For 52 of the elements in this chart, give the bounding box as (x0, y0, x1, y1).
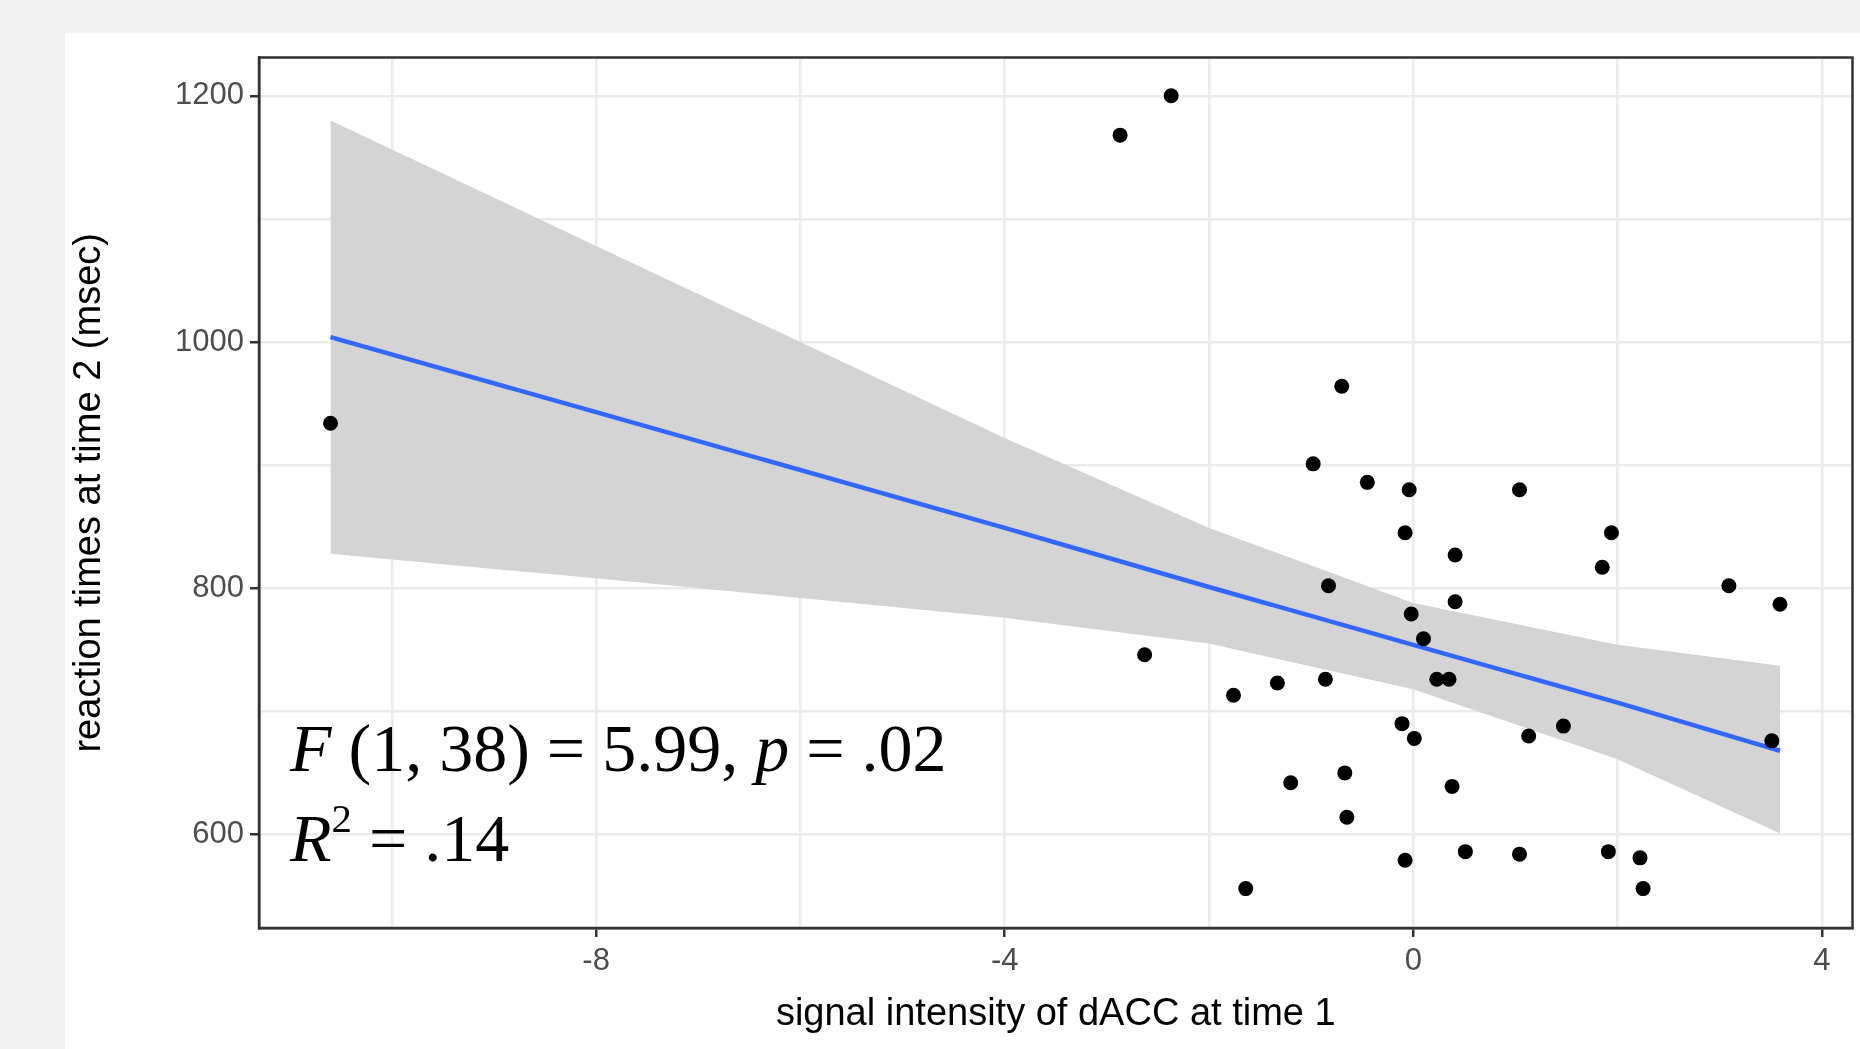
point (1764, 733, 1780, 749)
point (1415, 631, 1431, 647)
annotation: F (1, 38) = 5.99, p = .02 (290, 709, 947, 788)
point (1339, 809, 1355, 825)
point (1429, 671, 1445, 687)
x-tick-label: -4 (990, 942, 1019, 978)
point (1317, 671, 1333, 687)
point (1359, 474, 1375, 490)
y-tick-label: 600 (192, 814, 244, 850)
point (1512, 482, 1527, 498)
point (1441, 671, 1457, 687)
point (1512, 846, 1527, 862)
point (1603, 525, 1619, 541)
point (1632, 850, 1648, 866)
point (1337, 765, 1353, 781)
x-tick-label: 4 (1813, 942, 1831, 978)
point (1457, 844, 1473, 860)
point (1600, 844, 1616, 860)
point (1394, 716, 1410, 732)
x-tick-label: -8 (582, 942, 610, 978)
point (1721, 578, 1737, 594)
point (1401, 482, 1417, 498)
point (1112, 127, 1128, 143)
point (1397, 852, 1413, 868)
point (1521, 728, 1537, 744)
point (1594, 559, 1610, 575)
x-axis-title: signal intensity of dACC at time 1 (775, 990, 1336, 1033)
y-tick-label: 800 (192, 568, 244, 604)
point (1334, 378, 1350, 394)
point (323, 415, 338, 431)
point (1635, 881, 1651, 897)
point (1238, 881, 1254, 897)
point (1772, 596, 1788, 612)
point (1397, 525, 1413, 541)
point (1283, 775, 1299, 791)
point (1444, 778, 1460, 794)
point (1447, 547, 1463, 563)
point (1225, 687, 1241, 703)
point (1406, 730, 1422, 746)
point (1269, 675, 1285, 691)
point (1137, 647, 1153, 663)
point (1447, 594, 1463, 610)
y-axis-title: reaction times at time 2 (msec) (66, 233, 109, 753)
y-tick-label: 1200 (175, 76, 244, 112)
point (1305, 456, 1321, 472)
annotation: R$^{2}$ = .14 (290, 795, 511, 878)
y-tick-label: 1000 (175, 322, 244, 358)
point (1320, 578, 1336, 594)
point (1555, 718, 1571, 734)
x-tick-label: 0 (1404, 942, 1422, 978)
point (1163, 88, 1179, 104)
point (1403, 606, 1419, 622)
